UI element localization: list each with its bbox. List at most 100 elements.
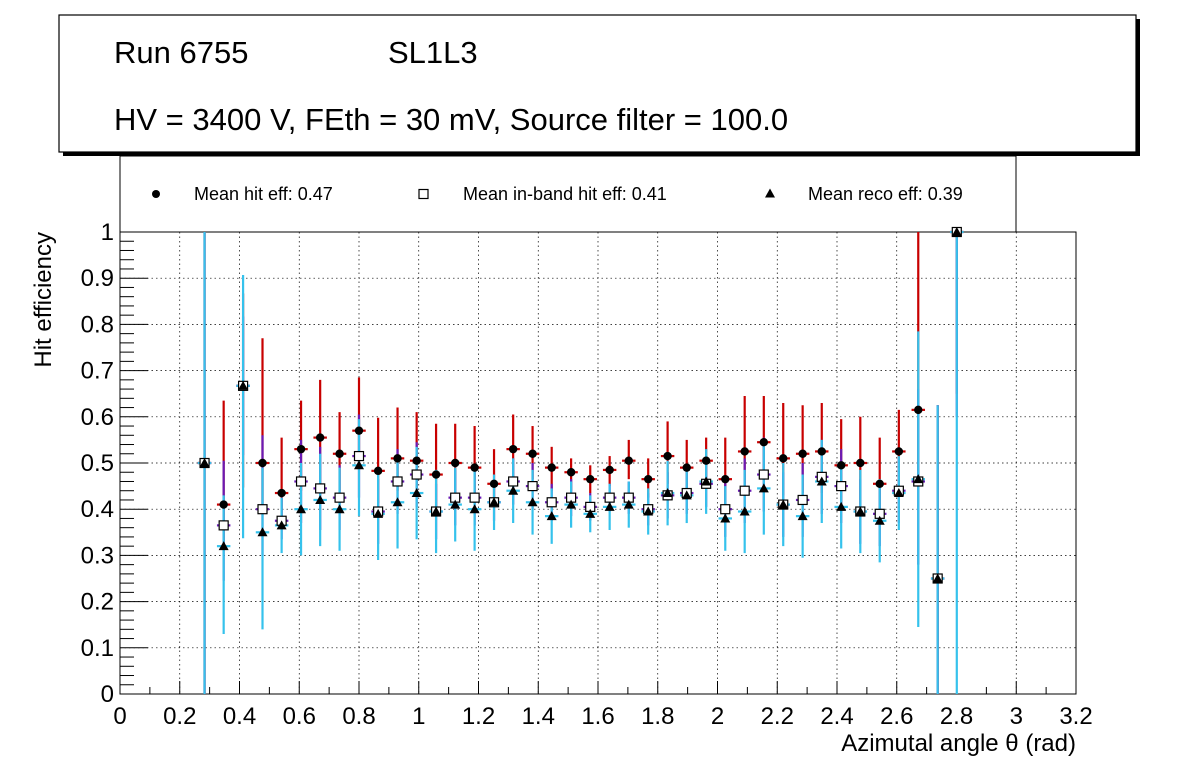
inband-marker (334, 492, 345, 503)
reco-marker (681, 490, 692, 500)
hit-marker (701, 456, 711, 465)
x-tick-label: 2.8 (940, 703, 973, 730)
x-tick-label: 1.6 (581, 703, 614, 730)
x-tick-label: 0 (113, 703, 126, 730)
inband-marker (508, 476, 519, 487)
hit-marker (373, 466, 383, 476)
x-tick-label: 2.6 (880, 703, 913, 730)
reco-marker (797, 511, 808, 521)
reco-marker (643, 506, 654, 516)
y-tick-label: 1 (101, 219, 114, 246)
reco-marker (199, 458, 210, 467)
x-tick-label: 2 (711, 703, 724, 730)
info-box (58, 14, 1137, 153)
y-tick-label: 0.2 (81, 589, 114, 616)
hit-marker (393, 454, 402, 463)
x-tick-label: 0.6 (283, 703, 316, 730)
inband-marker (527, 481, 538, 492)
hit-marker (798, 449, 807, 458)
legend-inband-label: Mean in-band hit eff: 0.41 (463, 184, 667, 204)
y-axis-title: Hit efficiency (30, 232, 57, 368)
reco-marker (354, 460, 364, 470)
y-tick-label: 0.6 (81, 404, 114, 431)
reco-marker (431, 506, 442, 516)
y-tick-label: 0.9 (81, 265, 114, 292)
reco-marker (469, 504, 480, 514)
reco-marker (238, 380, 249, 390)
inband-marker (295, 476, 307, 487)
reco-marker (373, 508, 384, 518)
legend-box (119, 155, 1017, 233)
hit-marker (779, 454, 788, 463)
hit-marker (315, 433, 325, 442)
hit-marker (219, 500, 228, 509)
settings-text: HV = 3400 V, FEth = 30 mV, Source filter… (114, 102, 788, 137)
legend-hit-label: Mean hit eff: 0.47 (194, 184, 333, 204)
reco-marker (315, 494, 326, 504)
hit-marker (508, 444, 518, 454)
reco-marker (855, 506, 866, 516)
hit-marker (914, 405, 923, 415)
hit-marker (431, 470, 441, 479)
reco-marker (450, 499, 461, 509)
superlayer-label: SL1L3 (388, 35, 478, 70)
hit-marker (296, 444, 306, 454)
hit-marker (817, 447, 826, 456)
hit-marker (354, 426, 364, 435)
hit-marker (547, 463, 556, 472)
hit-marker (663, 451, 672, 461)
inband-marker (836, 481, 847, 492)
x-tick-label: 3.2 (1059, 703, 1092, 730)
hit-marker (605, 465, 614, 475)
reco-marker (951, 227, 962, 236)
x-tick-label: 2.4 (820, 703, 853, 730)
hit-marker (856, 458, 865, 468)
hit-marker (643, 474, 653, 484)
x-tick-label: 1.8 (641, 703, 674, 730)
hit-marker (875, 479, 884, 488)
reco-marker (508, 485, 519, 495)
inband-marker (218, 520, 229, 531)
inband-marker (469, 492, 480, 503)
legend-inband-marker (418, 188, 429, 200)
hit-marker (836, 461, 846, 470)
reco-marker (392, 497, 403, 507)
y-tick-labels: 0 0.1 0.2 0.3 0.4 0.5 0.6 0.7 0.8 0.9 1 (81, 219, 114, 708)
reco-marker (932, 573, 943, 583)
reco-marker (893, 488, 904, 498)
inband-marker (758, 469, 769, 480)
reco-marker (218, 541, 229, 551)
hit-marker (740, 447, 749, 456)
hit-marker (450, 458, 460, 468)
reco-marker (720, 513, 731, 523)
inband-marker (604, 492, 615, 503)
hit-marker (586, 474, 595, 484)
x-tick-label: 1.2 (462, 703, 495, 730)
x-tick-label: 0.4 (223, 703, 256, 730)
y-tick-label: 0.1 (81, 635, 114, 662)
reco-marker (276, 520, 287, 530)
reco-marker (296, 504, 307, 514)
inband-marker (720, 504, 731, 515)
legend-reco-marker (765, 188, 775, 198)
x-tick-labels: 0 0.2 0.4 0.6 0.8 1 1.2 1.4 1.6 1.8 2 2.2 2.4 2.6 2.8 3… (113, 703, 1092, 730)
hit-marker (759, 438, 769, 447)
hit-marker (894, 447, 904, 456)
reco-marker (411, 488, 422, 498)
hit-marker (277, 488, 286, 498)
x-tick-label: 0.8 (342, 703, 375, 730)
inband-marker (739, 485, 750, 496)
axis-ticks (119, 231, 1077, 695)
inband-marker (315, 483, 326, 494)
hit-marker (470, 463, 479, 472)
reco-marker (489, 497, 500, 507)
reco-marker (778, 499, 789, 509)
reco-marker (546, 511, 557, 521)
reco-marker (527, 497, 538, 507)
reco-marker (334, 504, 345, 514)
y-tick-label: 0.8 (81, 311, 114, 338)
y-tick-label: 0 (101, 681, 114, 708)
reco-marker (585, 508, 596, 518)
reco-marker (257, 527, 268, 537)
